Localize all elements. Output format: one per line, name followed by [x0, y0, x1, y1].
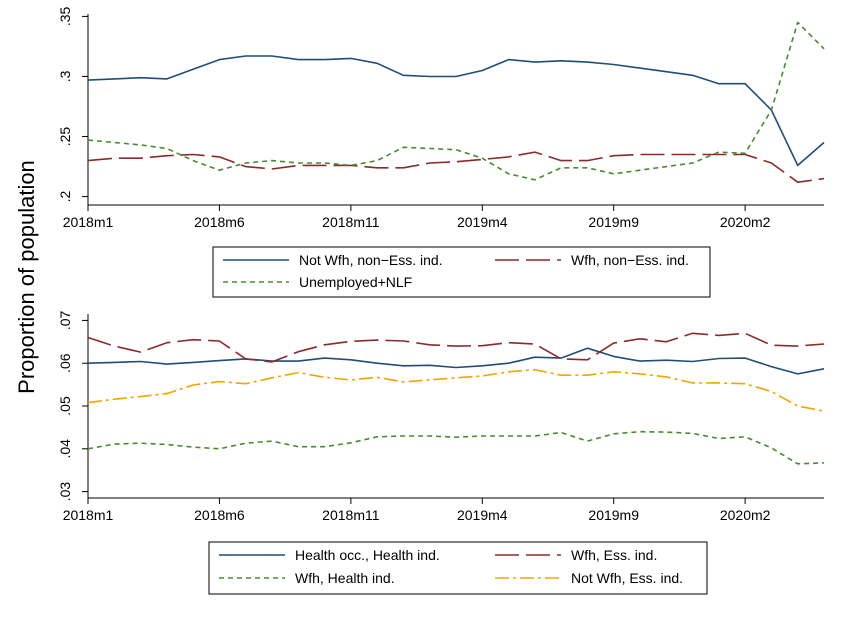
series-line-4: [87, 368, 825, 412]
legend-label: Health occ., Health ind.: [295, 547, 440, 563]
bottom-panel: .03 .04 .05 .06 .07 2018m1 2018m6 2018m11 2019m4…: [57, 310, 825, 595]
legend-label: Not Wfh, non−Ess. ind.: [299, 252, 443, 268]
y-tick-label: .3: [57, 70, 73, 82]
x-tick-label: 2019m4: [457, 214, 508, 230]
series-line-2: [87, 151, 825, 183]
y-tick-label: .04: [57, 439, 73, 459]
x-tick-label: 2018m6: [194, 214, 245, 230]
series-line-1: [87, 347, 825, 375]
y-tick-label: .06: [57, 353, 73, 373]
x-tick-label: 2018m1: [63, 214, 114, 230]
top-panel: .2 .25 .3 .35 2018m1 2018m6 2018m11 2019m4 2019m…: [57, 6, 825, 298]
y-tick-label: .25: [57, 127, 73, 147]
x-tick-label: 2018m11: [322, 214, 380, 230]
legend-box: [208, 541, 708, 595]
legend-label: Unemployed+NLF: [299, 274, 412, 290]
y-tick-label: .05: [57, 396, 73, 416]
x-tick-label: 2018m1: [63, 507, 114, 523]
x-tick-label: 2020m2: [720, 214, 771, 230]
legend-label: Wfh, Health ind.: [295, 570, 395, 586]
series-line-1: [87, 55, 825, 167]
x-tick-label: 2018m11: [322, 507, 380, 523]
series-line-2: [87, 332, 825, 363]
y-tick-label: .07: [57, 310, 73, 330]
y-tick-label: .03: [57, 482, 73, 502]
y-tick-label: .35: [57, 6, 73, 26]
legend-box: [212, 246, 711, 298]
x-tick-label: 2018m6: [194, 507, 245, 523]
x-tick-label: 2020m2: [720, 507, 771, 523]
y-tick-label: .2: [57, 191, 73, 203]
legend-label: Wfh, non−Ess. ind.: [571, 252, 689, 268]
legend-label: Not Wfh, Ess. ind.: [571, 570, 683, 586]
x-tick-label: 2019m4: [457, 507, 508, 523]
x-tick-label: 2019m9: [588, 507, 639, 523]
series-line-3: [87, 21, 825, 181]
series-line-3: [87, 430, 825, 465]
legend-label: Wfh, Ess. ind.: [571, 547, 657, 563]
y-axis-label: Proportion of population: [14, 160, 39, 394]
x-tick-label: 2019m9: [588, 214, 639, 230]
